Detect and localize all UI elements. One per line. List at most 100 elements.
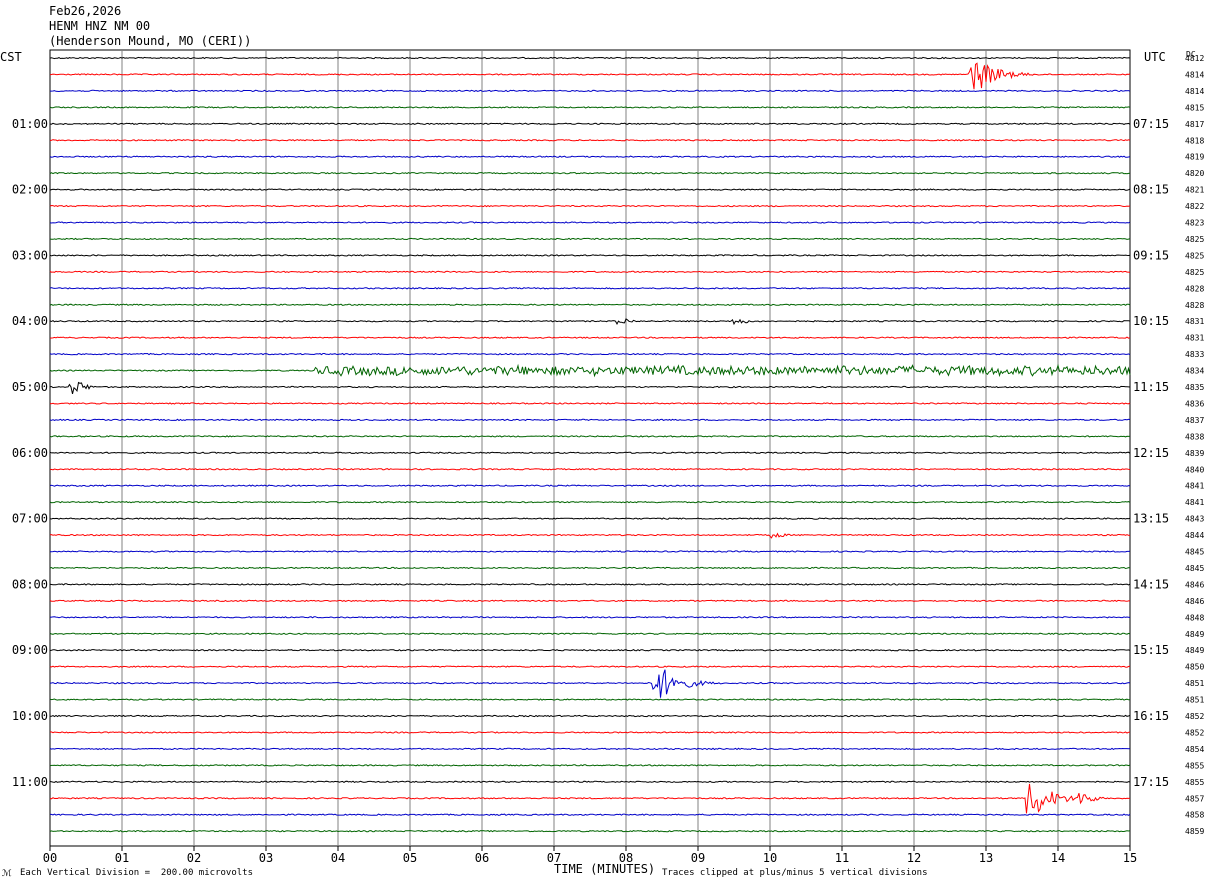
plot-date: Feb26,2026 — [49, 4, 122, 18]
dc-offset-label: 4843 — [1185, 515, 1204, 524]
dc-offset-label: 4831 — [1185, 334, 1204, 343]
dc-offset-label: 4814 — [1185, 70, 1204, 79]
x-tick-label: 08 — [619, 851, 633, 865]
trace-line — [49, 352, 1131, 356]
dc-offset-label: 4814 — [1185, 87, 1204, 96]
dc-offset-label: 4854 — [1185, 745, 1204, 754]
trace-line — [49, 188, 1131, 191]
dc-offset-label: 4840 — [1185, 465, 1204, 474]
x-tick-label: 00 — [43, 851, 57, 865]
trace-line — [49, 484, 1131, 487]
left-axis-label: CST — [0, 50, 22, 64]
trace-line — [50, 714, 1131, 718]
right-axis-label: UTC — [1144, 50, 1166, 64]
trace-line — [49, 435, 1131, 438]
dc-offset-label: 4859 — [1185, 827, 1204, 836]
trace-line — [49, 139, 1131, 142]
trace-line — [49, 303, 1131, 306]
cst-time-label: 10:00 — [12, 709, 48, 723]
dc-offset-label: 4828 — [1185, 284, 1204, 293]
dc-offset-label: 4841 — [1185, 498, 1204, 507]
dc-offset-label: 4851 — [1185, 679, 1204, 688]
utc-time-label: 07:15 — [1133, 117, 1169, 131]
dc-offset-label: 4845 — [1185, 548, 1204, 557]
trace-line — [50, 89, 1131, 93]
trace-line — [49, 550, 1131, 553]
dc-offset-label: 4851 — [1185, 696, 1204, 705]
utc-time-label: 10:15 — [1133, 314, 1169, 328]
x-tick-label: 13 — [979, 851, 993, 865]
dc-offset-label: 4820 — [1185, 169, 1204, 178]
trace-line — [49, 56, 1131, 60]
plot-frame — [49, 49, 1131, 847]
dc-offset-label: 4837 — [1185, 416, 1204, 425]
dc-offset-label: 4849 — [1185, 646, 1204, 655]
x-tick-label: 07 — [547, 851, 561, 865]
dc-offset-label: 4836 — [1185, 399, 1204, 408]
trace-line — [49, 468, 1131, 471]
cst-time-label: 08:00 — [12, 577, 48, 591]
station-code: HENM HNZ NM 00 — [49, 19, 151, 33]
dc-offset-label: 4848 — [1185, 613, 1204, 622]
dc-offset-label: 4838 — [1185, 432, 1204, 441]
dc-offset-label: 4825 — [1185, 251, 1204, 260]
trace-line — [49, 451, 1131, 455]
trace-line — [49, 532, 1131, 539]
dc-offset-label: 4833 — [1185, 350, 1204, 359]
dc-offset-label: 4849 — [1185, 630, 1204, 639]
trace-line — [49, 318, 1131, 326]
utc-time-label: 09:15 — [1133, 248, 1169, 262]
trace-line — [49, 336, 1131, 339]
cst-time-label: 11:00 — [12, 775, 48, 789]
dc-offset-label: 4850 — [1185, 663, 1204, 672]
cst-time-label: 09:00 — [12, 643, 48, 657]
x-tick-label: 02 — [187, 851, 201, 865]
utc-time-label: 17:15 — [1133, 775, 1169, 789]
trace-line — [49, 616, 1131, 619]
x-tick-label: 10 — [763, 851, 777, 865]
trace-line — [49, 669, 1131, 698]
dc-offset-label: 4834 — [1185, 367, 1204, 376]
dc-offset-label: 4821 — [1185, 186, 1204, 195]
dc-offset-label: 4844 — [1185, 531, 1204, 540]
dc-offset-label: 4825 — [1185, 235, 1204, 244]
utc-time-label: 12:15 — [1133, 446, 1169, 460]
x-tick-label: 11 — [835, 851, 849, 865]
x-axis-title: TIME (MINUTES) — [554, 862, 656, 876]
trace-line — [49, 566, 1131, 570]
cst-time-label: 05:00 — [12, 380, 48, 394]
cst-time-label: 02:00 — [12, 183, 48, 197]
dc-offset-label: 4858 — [1185, 811, 1204, 820]
x-tick-label: 05 — [403, 851, 417, 865]
dc-offset-label: 4819 — [1185, 153, 1204, 162]
trace-line — [49, 783, 1131, 814]
dc-offset-label: 4857 — [1185, 794, 1204, 803]
cst-time-label: 03:00 — [12, 248, 48, 262]
x-tick-label: 06 — [475, 851, 489, 865]
cst-time-label: 01:00 — [12, 117, 48, 131]
trace-line — [49, 221, 1131, 224]
x-tick-label: 04 — [331, 851, 345, 865]
trace-line — [49, 418, 1131, 422]
trace-line — [49, 780, 1131, 784]
scale-note: Each Vertical Division = 200.00 microvol… — [20, 868, 253, 878]
trace-line — [49, 731, 1131, 734]
trace-line — [49, 363, 1131, 378]
trace-line — [49, 599, 1130, 603]
trace-line — [49, 648, 1131, 652]
trace-line — [49, 665, 1131, 668]
trace-line — [49, 747, 1131, 751]
trace-line — [49, 632, 1131, 635]
trace-line — [49, 270, 1131, 274]
dc-offset-label: 4855 — [1185, 778, 1204, 787]
trace-line — [49, 122, 1131, 125]
station-location: (Henderson Mound, MO (CERI)) — [49, 34, 252, 48]
dc-offset-label: 4822 — [1185, 202, 1204, 211]
trace-line — [49, 254, 1131, 257]
utc-time-label: 16:15 — [1133, 709, 1169, 723]
dc-offset-label: 4852 — [1185, 728, 1204, 737]
cst-time-label: 06:00 — [12, 446, 48, 460]
trace-line — [49, 583, 1131, 586]
logo-mark: ℳ — [2, 869, 12, 879]
trace-line — [49, 402, 1131, 405]
